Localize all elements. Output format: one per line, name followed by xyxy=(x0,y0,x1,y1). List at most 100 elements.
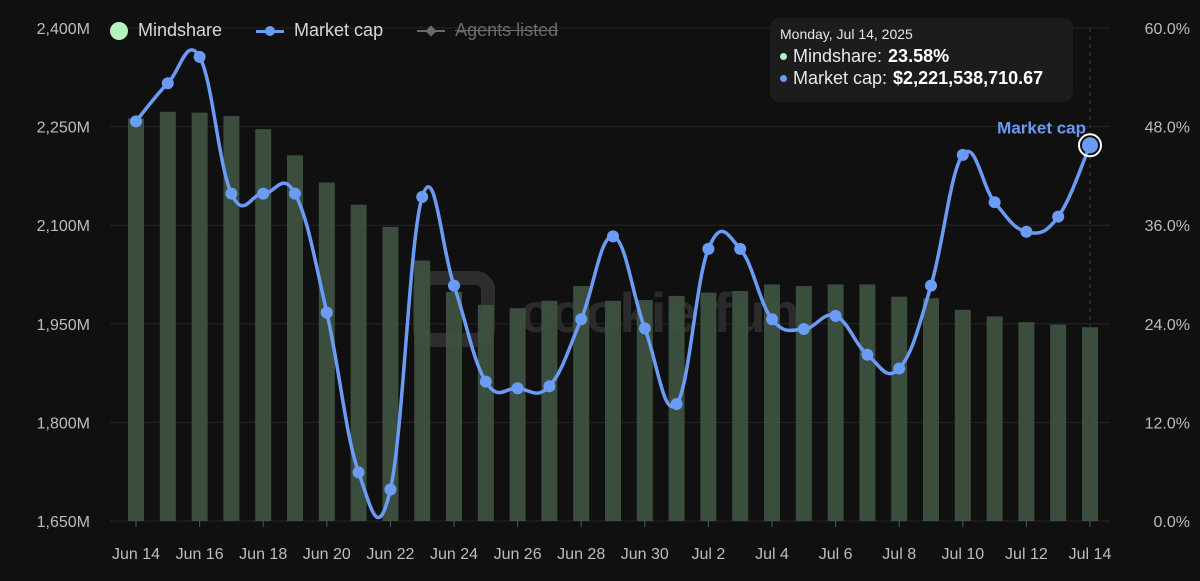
legend-agents-listed-label: Agents listed xyxy=(455,20,559,40)
market-cap-point xyxy=(797,323,810,336)
mindshare-bar xyxy=(891,296,908,521)
mindshare-bar xyxy=(1050,324,1067,521)
x-tick-label: Jun 20 xyxy=(303,546,351,563)
mindshare-bar xyxy=(159,111,176,521)
market-cap-line-icon xyxy=(256,25,285,37)
y-right-tick-label: 60.0% xyxy=(1145,21,1190,38)
market-cap-point xyxy=(766,313,778,326)
x-tick-label: Jul 8 xyxy=(882,546,916,563)
mindshare-bar xyxy=(700,292,717,521)
mindshare-bar xyxy=(764,284,780,521)
mindshare-bar xyxy=(605,300,621,521)
market-cap-point xyxy=(575,313,588,326)
mindshare-bar xyxy=(732,290,749,521)
market-cap-point xyxy=(670,397,683,410)
tooltip-market-cap-value: $2,221,538,710.67 xyxy=(893,68,1044,88)
market-cap-line xyxy=(134,48,1092,520)
tooltip-row-market-cap: Market cap: $2,221,538,710.67 xyxy=(780,68,1063,89)
market-cap-active-ring xyxy=(1078,133,1102,158)
mindshare-bar xyxy=(128,118,144,521)
market-cap-point xyxy=(384,483,397,496)
y-left-tick-label: 2,100M xyxy=(37,218,90,235)
y-right-tick-label: 24.0% xyxy=(1145,317,1190,334)
mindshare-bar xyxy=(827,284,844,521)
market-cap-point xyxy=(416,190,429,203)
market-cap-active-point xyxy=(1082,137,1098,154)
mindshare-bar xyxy=(636,299,653,521)
legend-market-cap-label: Market cap xyxy=(294,20,384,40)
market-cap-point xyxy=(257,187,270,200)
y-right-tick-label: 0.0% xyxy=(1154,514,1190,531)
market-cap-dot-icon xyxy=(780,75,787,82)
market-cap-point xyxy=(607,230,619,243)
tooltip-mindshare-label: Mindshare: xyxy=(793,46,883,66)
x-tick-label: Jun 18 xyxy=(239,546,287,563)
market-cap-point xyxy=(289,187,301,200)
market-cap-point xyxy=(702,242,715,255)
mindshare-bar xyxy=(382,226,399,522)
y-right-tick-label: 48.0% xyxy=(1145,120,1190,137)
tooltip-market-cap-label: Market cap: xyxy=(793,68,888,88)
market-cap-point xyxy=(861,348,874,361)
mindshare-bar xyxy=(350,204,367,522)
mindshare-bar xyxy=(986,316,1003,521)
x-tick-label: Jun 26 xyxy=(494,546,542,563)
market-cap-point xyxy=(829,309,842,322)
mindshare-bar xyxy=(573,286,590,521)
x-tick-label: Jun 22 xyxy=(366,546,414,563)
market-cap-point xyxy=(352,466,365,479)
market-cap-point xyxy=(925,279,937,292)
market-cap-point xyxy=(130,115,142,128)
mindshare-dot-icon xyxy=(780,53,787,60)
y-left-tick-label: 1,950M xyxy=(37,317,90,334)
market-cap-point xyxy=(161,77,174,90)
x-tick-label: Jul 14 xyxy=(1069,546,1112,563)
mindshare-bar xyxy=(1018,322,1035,521)
legend-mindshare[interactable]: Mindshare xyxy=(110,20,222,41)
legend: Mindshare Market cap Agents listed xyxy=(110,20,558,41)
y-left-tick-label: 2,400M xyxy=(37,21,90,38)
mindshare-bar xyxy=(509,308,526,521)
tooltip-row-mindshare: Mindshare: 23.58% xyxy=(780,46,1063,67)
chart-tooltip: Monday, Jul 14, 2025 Mindshare: 23.58% M… xyxy=(770,18,1073,102)
y-right-tick-label: 36.0% xyxy=(1145,218,1190,235)
tooltip-mindshare-value: 23.58% xyxy=(888,46,950,66)
mindshare-bar xyxy=(446,291,462,521)
y-left-tick-label: 1,800M xyxy=(37,415,90,432)
market-cap-point xyxy=(734,242,747,255)
watermark-text: cookie.fun xyxy=(520,281,800,344)
mindshare-bar xyxy=(223,115,240,521)
mindshare-bar xyxy=(255,129,272,521)
market-cap-annotation: Market cap xyxy=(997,118,1086,137)
legend-market-cap[interactable]: Market cap xyxy=(256,20,383,41)
mindshare-bar xyxy=(477,304,494,521)
mindshare-dot-icon xyxy=(110,21,128,40)
x-tick-label: Jun 14 xyxy=(112,546,160,563)
x-tick-label: Jul 2 xyxy=(692,546,726,563)
market-cap-point xyxy=(448,279,460,292)
x-tick-label: Jun 24 xyxy=(430,546,478,563)
mindshare-bar xyxy=(414,260,431,521)
mindshare-bar xyxy=(318,182,335,521)
y-left-tick-label: 1,650M xyxy=(37,514,90,531)
mindshare-bar xyxy=(541,300,558,521)
legend-agents-listed[interactable]: Agents listed xyxy=(417,20,558,41)
market-cap-point xyxy=(225,187,238,200)
market-cap-point xyxy=(511,382,524,395)
x-tick-label: Jun 30 xyxy=(621,546,669,563)
tooltip-date: Monday, Jul 14, 2025 xyxy=(780,26,913,42)
market-cap-point xyxy=(1052,210,1065,223)
mindshare-bar xyxy=(287,155,303,521)
market-cap-point xyxy=(543,380,556,393)
x-tick-label: Jul 10 xyxy=(941,546,984,563)
mindshare-bar xyxy=(859,284,876,521)
market-cap-point xyxy=(1020,225,1033,238)
x-tick-label: Jun 16 xyxy=(176,546,224,563)
x-tick-label: Jul 6 xyxy=(819,546,853,563)
market-cap-point xyxy=(320,306,333,319)
mindshare-bar xyxy=(1082,327,1098,521)
market-cap-point xyxy=(638,322,651,335)
agents-listed-line-icon xyxy=(417,24,446,37)
mindshare-bar xyxy=(191,112,208,522)
